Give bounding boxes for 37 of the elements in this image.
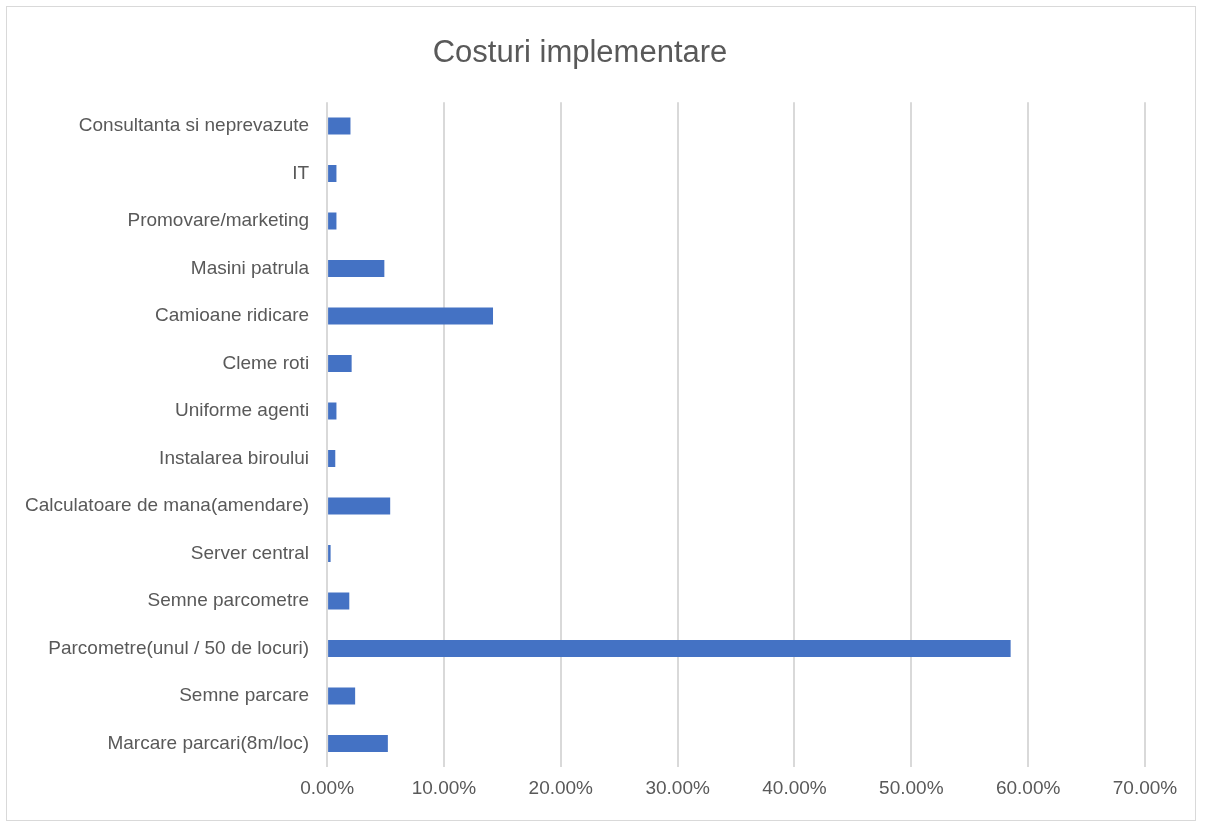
x-tick-label: 20.00% bbox=[528, 776, 594, 798]
y-tick-label: Camioane ridicare bbox=[154, 304, 310, 326]
y-tick-label: Masini patrula bbox=[190, 256, 310, 278]
bar bbox=[328, 734, 388, 752]
bar bbox=[328, 544, 331, 562]
y-tick-label: Promovare/marketing bbox=[127, 209, 310, 231]
x-tick-label: 0.00% bbox=[300, 776, 355, 798]
x-tick-label: 10.00% bbox=[411, 776, 477, 798]
bar bbox=[328, 402, 337, 420]
bar bbox=[328, 687, 356, 705]
x-tick-label: 30.00% bbox=[645, 776, 710, 798]
y-tick-label: Semne parcare bbox=[179, 684, 310, 706]
y-tick-label: Parcometre(unul / 50 de locuri) bbox=[48, 636, 310, 658]
bar bbox=[328, 354, 352, 372]
y-tick-label: Uniforme agenti bbox=[174, 399, 310, 421]
bar bbox=[328, 497, 391, 515]
x-tick-label: 50.00% bbox=[879, 776, 944, 798]
bar bbox=[328, 449, 336, 467]
y-tick-label: Calculatoare de mana(amendare) bbox=[24, 494, 310, 516]
bar bbox=[328, 592, 350, 610]
bar bbox=[328, 639, 1011, 657]
bar bbox=[328, 212, 337, 230]
y-tick-label: Server central bbox=[190, 541, 310, 563]
chart-title: Costuri implementare bbox=[432, 34, 728, 70]
bar bbox=[328, 164, 337, 182]
y-tick-label: Instalarea biroului bbox=[159, 446, 310, 468]
y-tick-label: Cleme roti bbox=[222, 351, 310, 373]
y-tick-label: Consultanta si neprevazute bbox=[78, 114, 310, 136]
bar bbox=[328, 307, 494, 325]
y-tick-label: Marcare parcari(8m/loc) bbox=[107, 731, 310, 753]
x-tick-label: 70.00% bbox=[1112, 776, 1178, 798]
bar bbox=[328, 259, 385, 277]
bar bbox=[328, 117, 351, 135]
y-tick-label: Semne parcometre bbox=[147, 589, 310, 611]
y-tick-label: IT bbox=[292, 161, 310, 183]
x-tick-label: 40.00% bbox=[762, 776, 827, 798]
x-tick-label: 60.00% bbox=[995, 776, 1061, 798]
